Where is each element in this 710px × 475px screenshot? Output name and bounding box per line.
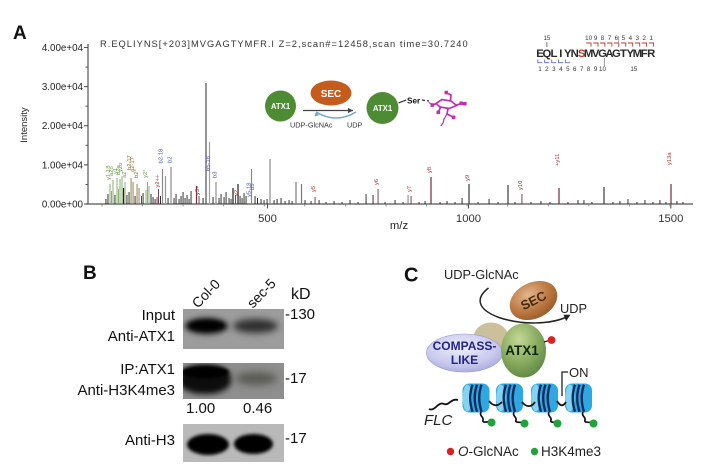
- svg-text:y3+: y3+: [195, 185, 201, 195]
- svg-text:+y11: +y11: [555, 154, 561, 166]
- svg-text:2: 2: [642, 35, 646, 42]
- svg-text:UDP-GlcNAc: UDP-GlcNAc: [290, 121, 333, 130]
- svg-text:9: 9: [594, 35, 598, 42]
- svg-text:m/z: m/z: [390, 220, 409, 232]
- svg-text:15: 15: [543, 35, 550, 42]
- svg-text:6: 6: [573, 66, 577, 73]
- svg-text:8: 8: [587, 66, 591, 73]
- svg-text:T: T: [620, 48, 627, 60]
- svg-text:7: 7: [580, 66, 584, 73]
- svg-text:10: 10: [585, 35, 592, 42]
- svg-text:y7: y7: [407, 186, 413, 192]
- svg-text:y6: y6: [374, 179, 380, 185]
- svg-text:y5-18: y5-18: [246, 182, 252, 197]
- svg-text:Intensity: Intensity: [19, 107, 30, 143]
- svg-text:1500: 1500: [658, 213, 683, 225]
- svg-text:2.00e+04: 2.00e+04: [42, 121, 84, 132]
- svg-text:9: 9: [594, 66, 598, 73]
- svg-text:LIKE: LIKE: [451, 353, 478, 367]
- svg-text:O-GlcNAc: O-GlcNAc: [458, 444, 519, 459]
- svg-text:y10: y10: [518, 181, 524, 190]
- svg-text:15: 15: [630, 66, 637, 73]
- svg-text:3: 3: [636, 35, 640, 42]
- svg-text:ATX1: ATX1: [271, 102, 291, 111]
- svg-text:ON: ON: [569, 365, 589, 380]
- svg-text:b5: b5: [250, 184, 256, 190]
- svg-text:H3K4me3: H3K4me3: [541, 444, 601, 459]
- svg-text:Y: Y: [627, 48, 635, 60]
- svg-text:6: 6: [615, 35, 619, 42]
- svg-text:R: R: [647, 48, 655, 60]
- svg-text:b2: b2: [167, 157, 173, 163]
- svg-text:y5: y5: [311, 186, 317, 192]
- svg-text:A: A: [605, 48, 613, 60]
- svg-text:5: 5: [622, 35, 626, 42]
- svg-text:4: 4: [629, 35, 633, 42]
- svg-text:V: V: [592, 48, 600, 60]
- svg-text:ATX1: ATX1: [505, 343, 539, 358]
- svg-text:M: M: [584, 48, 593, 60]
- svg-text:y2: y2: [234, 190, 240, 196]
- svg-text:M: M: [633, 48, 642, 60]
- svg-text:Y: Y: [564, 48, 572, 60]
- svg-text:0.00e+00: 0.00e+00: [42, 200, 84, 211]
- svg-text:4: 4: [559, 66, 563, 73]
- svg-text:E: E: [536, 48, 544, 60]
- svg-text:UDP: UDP: [347, 121, 363, 130]
- svg-text:L: L: [550, 48, 557, 60]
- svg-text:1: 1: [538, 66, 542, 73]
- svg-text:a2-17: a2-17: [130, 157, 136, 172]
- svg-text:FLC: FLC: [424, 412, 453, 429]
- svg-text:a2: a2: [122, 172, 128, 178]
- svg-text:y2++: y2++: [155, 174, 161, 188]
- svg-text:y13a: y13a: [667, 152, 673, 165]
- svg-text:S: S: [578, 48, 586, 60]
- svg-text:10: 10: [599, 66, 606, 73]
- svg-text:a2o: a2o: [109, 166, 115, 176]
- svg-text:2: 2: [545, 66, 549, 73]
- svg-text:F: F: [641, 48, 648, 60]
- svg-text:COMPASS-: COMPASS-: [433, 339, 497, 353]
- svg-text:G: G: [598, 48, 607, 60]
- svg-text:R.EQLIYNS[+203]MVGAGTYMFR.I Z=: R.EQLIYNS[+203]MVGAGTYMFR.I Z=2,scan#=12…: [100, 39, 469, 49]
- svg-text:1.00e+04: 1.00e+04: [42, 160, 84, 171]
- svg-text:y2o: y2o: [118, 163, 124, 172]
- svg-text:UDP: UDP: [560, 301, 587, 316]
- svg-text:SEC: SEC: [321, 89, 342, 100]
- svg-text:Ser: Ser: [407, 97, 421, 106]
- svg-text:y8: y8: [427, 167, 433, 173]
- svg-text:y1-18: y1-18: [106, 165, 112, 180]
- svg-text:ATX1: ATX1: [373, 104, 393, 113]
- svg-text:500: 500: [258, 213, 277, 225]
- svg-text:b3: b3: [213, 172, 219, 178]
- svg-text:N: N: [571, 48, 579, 60]
- svg-text:I: I: [559, 48, 562, 60]
- svg-text:b2-17: b2-17: [127, 155, 133, 170]
- svg-text:8: 8: [601, 35, 605, 42]
- svg-text:5: 5: [566, 66, 570, 73]
- svg-text:y1: y1: [113, 168, 119, 174]
- svg-text:b5-18: b5-18: [206, 156, 212, 171]
- svg-text:4.00e+04: 4.00e+04: [42, 43, 84, 54]
- svg-text:b2*: b2*: [134, 169, 140, 178]
- svg-text:7: 7: [608, 35, 612, 42]
- svg-text:C: C: [404, 265, 418, 287]
- svg-text:1000: 1000: [456, 213, 481, 225]
- svg-text:Q: Q: [543, 48, 552, 60]
- svg-text:3: 3: [552, 66, 556, 73]
- svg-text:1: 1: [649, 35, 653, 42]
- svg-text:b2-18: b2-18: [159, 149, 165, 164]
- svg-text:3.00e+04: 3.00e+04: [42, 82, 84, 93]
- svg-text:b2o: b2o: [116, 165, 122, 175]
- svg-text:y9: y9: [465, 175, 471, 181]
- svg-text:G: G: [612, 48, 621, 60]
- svg-text:UDP-GlcNAc: UDP-GlcNAc: [444, 267, 519, 282]
- svg-text:y2*: y2*: [143, 169, 149, 178]
